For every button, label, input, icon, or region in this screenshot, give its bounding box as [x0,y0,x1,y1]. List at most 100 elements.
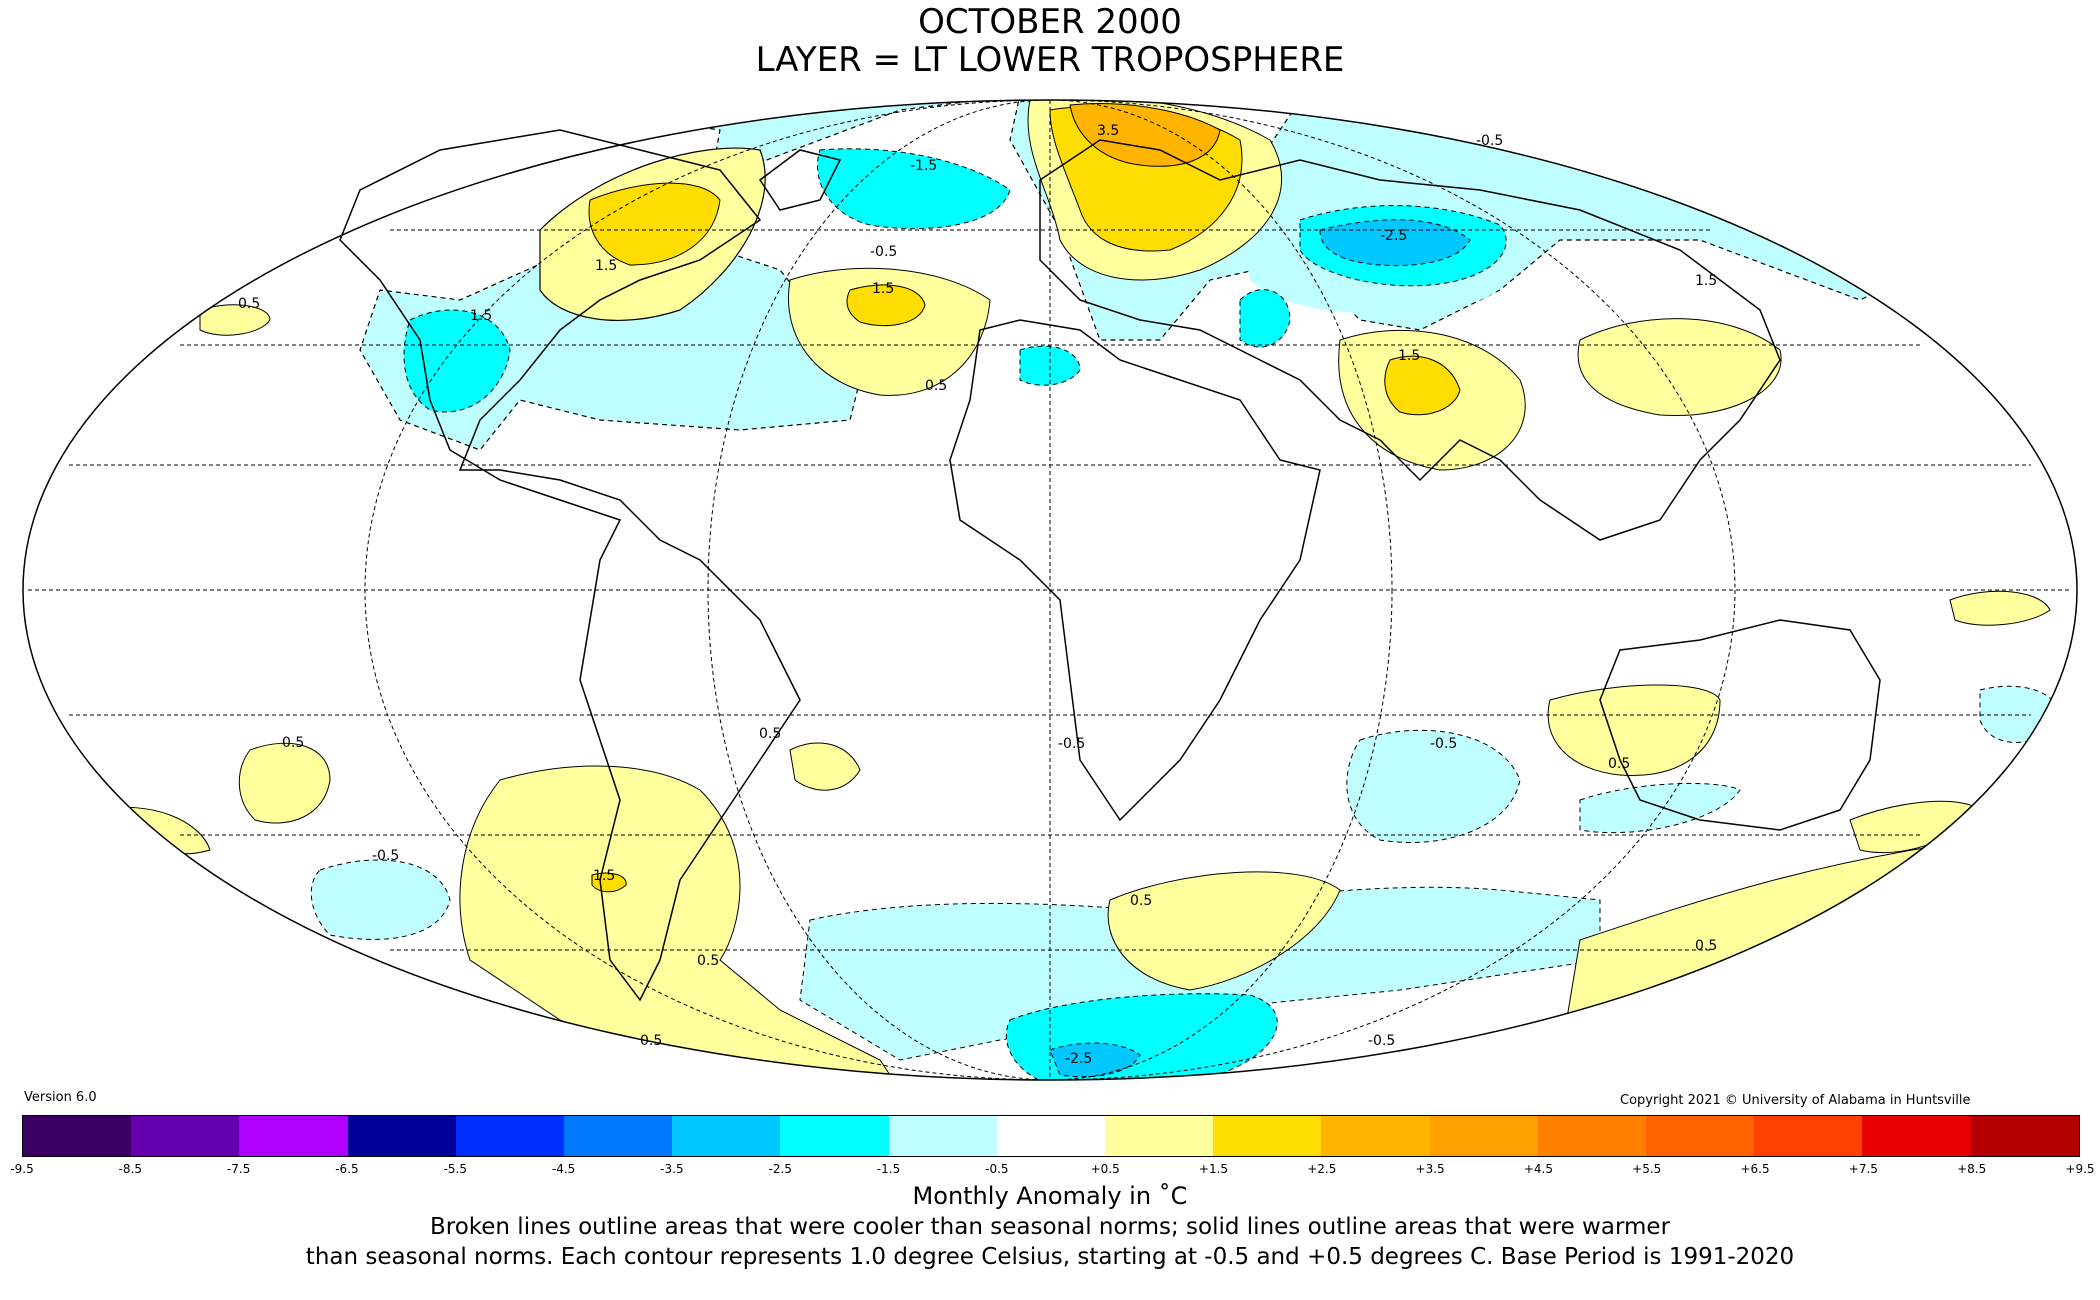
cold-region-caspian [1239,289,1291,348]
colorbar-tick-label: -4.5 [551,1162,576,1176]
cool-region-australia [1579,782,1741,834]
continent-outlines [339,129,1881,1002]
contour-label: 1.5 [593,868,615,884]
contour-label: -0.5 [1476,133,1503,149]
colorbar-tick-label: -1.5 [876,1162,901,1176]
colorbar-cell [239,1116,348,1156]
colorbar-cell [1213,1116,1322,1156]
contour-label: -2.5 [1380,228,1407,244]
contour-label: -2.5 [1065,1051,1092,1067]
version-label: Version 6.0 [24,1090,97,1105]
warmest-region-scandinavia [1069,103,1221,167]
contour-label: 0.5 [697,953,719,969]
colorbar-cell [23,1116,132,1156]
colorbar-cell [347,1116,456,1156]
colorbar-tick-label: -0.5 [985,1162,1009,1176]
colorbar-cell [131,1116,240,1156]
colorbar-tick-label: +5.5 [1632,1162,1662,1176]
contour-label: 0.5 [925,378,947,394]
contour-label: 0.5 [640,1033,662,1049]
contour-label: -0.5 [1058,736,1085,752]
colorbar-cell [1105,1116,1214,1156]
colorbar-tick-label: -7.5 [226,1162,251,1176]
cool-region-indian-ocean [1346,729,1521,843]
contour-label: -0.5 [870,244,897,260]
colorbar-cell [1862,1116,1971,1156]
warm-region-indian-ocean [1547,684,1721,777]
colorbar-cell [888,1116,997,1156]
cold-region-north-america [403,309,511,413]
warmer-region-greenland-sea [588,182,721,266]
warm-region-south-pacific [238,742,331,824]
contour-label: -0.5 [372,848,399,864]
cold-region-greenland [816,148,1011,230]
colorbar-tick-label: -9.5 [10,1162,34,1176]
colorbar-ticks: -9.5 -8.5 -7.5 -6.5 -5.5 -4.5 -3.5 -2.5 -1.5 -0.5… [10,1162,2094,1178]
colorbar-tick-label: +0.5 [1090,1162,1120,1176]
colorbar-tick-label: +4.5 [1523,1162,1553,1176]
warmer-region-atlantic [846,284,926,327]
colorbar-tick-label: +8.5 [1957,1162,1987,1176]
contour-label: -1.5 [910,158,937,174]
colorbar-cell [1537,1116,1647,1156]
contour-label: 1.5 [1695,273,1717,289]
caption-line-1: Broken lines outline areas that were coo… [429,1214,1671,1240]
colorbar-cell [1321,1116,1430,1156]
colorbar-cell [1970,1116,2079,1156]
warm-region-pacific-north [199,304,271,336]
cool-region-south-pacific [310,859,451,940]
contour-label: 0.5 [282,735,304,751]
contour-label: 1.5 [872,281,894,297]
world-anomaly-map: 3.5 -1.5 -0.5 1.5 0.5 1.5 1.5 0.5 1.5 -2… [22,99,2078,1081]
colorbar-tick-label: -2.5 [768,1162,792,1176]
colorbar-tick-label: +3.5 [1415,1162,1445,1176]
colorbar-unit-label: Monthly Anomaly in ˚C [912,1182,1188,1210]
colorbar-tick-label: -5.5 [443,1162,467,1176]
coldest-region-antarctica [1049,1042,1141,1078]
contour-label: 3.5 [1097,123,1119,139]
colorbar-cell [1754,1116,1863,1156]
warm-region-east-asia [1577,318,1782,417]
colorbar-tick-label: -6.5 [335,1162,359,1176]
africa-outline [949,319,1321,822]
colorbar-tick-label: +7.5 [1848,1162,1878,1176]
caption-line-2: than seasonal norms. Each contour repres… [305,1244,1795,1270]
colorbar-tick-label: +9.5 [2065,1162,2095,1176]
warm-region-south-atlantic [789,742,861,791]
cold-region-mediterranean [1019,345,1081,386]
colorbar-cell [1646,1116,1755,1156]
copyright-label: Copyright 2021 © University of Alabama i… [1620,1093,1971,1108]
contour-label: 1.5 [1398,348,1420,364]
colorbar-cell [672,1116,781,1156]
contour-label: 1.5 [470,308,492,324]
contour-label: 1.5 [595,258,617,274]
contour-label-group: 3.5 -1.5 -0.5 1.5 0.5 1.5 1.5 0.5 1.5 -2… [238,123,1717,1067]
warm-region-south-indian [1107,871,1341,991]
colorbar-tick-label: +1.5 [1198,1162,1229,1176]
colorbar-tick-label: +2.5 [1307,1162,1337,1176]
colorbar-tick-label: +6.5 [1740,1162,1770,1176]
map-subtitle: LAYER = LT LOWER TROPOSPHERE [755,40,1345,80]
greenland-outline [758,149,842,211]
contour-label: -0.5 [1368,1033,1395,1049]
warm-region-pacific-east [1949,590,2051,626]
contour-label: 0.5 [759,726,781,742]
contour-label: 0.5 [1695,938,1717,954]
colorbar-cell [780,1116,889,1156]
colorbar-cell [996,1116,1106,1156]
contour-label: 0.5 [1608,756,1630,772]
contour-label: -0.5 [1430,736,1457,752]
map-title: OCTOBER 2000 [918,2,1182,42]
coldest-region-siberia [1319,219,1471,267]
warm-region-atlantic [788,267,991,396]
colorbar-cell [1429,1116,1538,1156]
americas-outline [339,129,801,1002]
australia-outline [1599,619,1881,831]
eurasia-outline [1039,139,1781,541]
contour-label: 0.5 [238,296,260,312]
colorbar-tick-label: -8.5 [118,1162,143,1176]
warmer-region-central-asia [1384,355,1461,416]
colorbar-tick-label: -3.5 [660,1162,684,1176]
colorbar [22,1115,2080,1157]
warm-region-south-america-pacific [459,765,901,1080]
